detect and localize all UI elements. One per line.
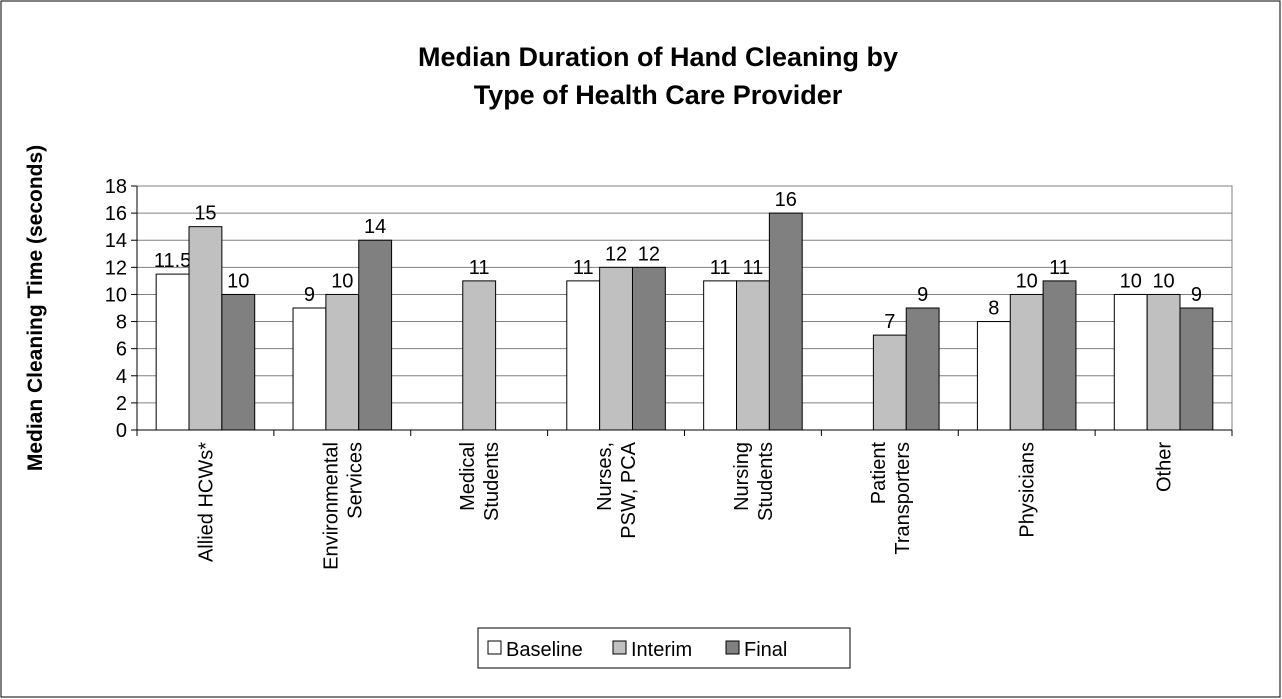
- data-label: 11: [1049, 257, 1070, 279]
- bar: [599, 266, 633, 431]
- legend-swatch: [725, 640, 740, 655]
- bar: [1179, 307, 1214, 431]
- y-axis-label: Median Cleaning Time (seconds): [24, 145, 47, 471]
- y-tick-label: 14: [105, 230, 127, 252]
- data-label: 8: [988, 298, 999, 320]
- data-label: 10: [1120, 270, 1142, 292]
- y-tick-label: 2: [116, 393, 127, 415]
- bar: [703, 280, 738, 431]
- data-label: 9: [304, 284, 315, 306]
- data-label: 10: [331, 270, 353, 292]
- bar: [188, 226, 223, 431]
- x-tick-label: Students: [755, 442, 777, 521]
- x-tick-label: Physicians: [1017, 442, 1039, 538]
- legend-box: [477, 627, 851, 669]
- legend-label: Interim: [631, 639, 692, 661]
- data-label: 10: [1016, 270, 1038, 292]
- bar: [566, 280, 601, 431]
- y-tick-label: 0: [116, 420, 127, 442]
- y-tick-label: 4: [116, 366, 127, 388]
- bar: [221, 293, 256, 431]
- bar: [631, 266, 666, 431]
- x-tick-label: Allied HCWs*: [195, 442, 217, 562]
- legend-label: Final: [744, 639, 787, 661]
- data-label: 11.5: [154, 250, 191, 272]
- data-label: 7: [884, 311, 895, 333]
- y-tick-label: 10: [105, 284, 127, 306]
- chart-title: Type of Health Care Provider: [474, 80, 843, 110]
- x-tick-label: Transporters: [892, 442, 914, 555]
- data-label: 10: [227, 270, 249, 292]
- bar: [1113, 293, 1148, 431]
- x-tick-label: Other: [1154, 442, 1176, 492]
- bar: [976, 321, 1011, 431]
- bar: [292, 307, 327, 431]
- bar: [736, 280, 770, 431]
- x-tick-label: Medical: [457, 442, 479, 511]
- y-tick-label: 12: [105, 257, 127, 279]
- data-label: 11: [743, 257, 764, 279]
- y-tick-label: 18: [105, 176, 127, 198]
- data-label: 9: [1191, 284, 1202, 306]
- x-tick-label: Nurses,: [594, 442, 616, 511]
- y-tick-label: 16: [105, 203, 127, 225]
- data-label: 11: [710, 257, 731, 279]
- bar: [1009, 293, 1044, 431]
- x-tick-label: PSW, PCA: [618, 441, 640, 538]
- x-tick-label: Environmental: [320, 442, 342, 570]
- data-label: 14: [364, 216, 386, 238]
- bar: [872, 334, 907, 431]
- bar: [905, 307, 940, 431]
- legend-swatch: [487, 640, 502, 655]
- data-label: 9: [917, 284, 928, 306]
- data-label: 16: [775, 189, 797, 211]
- x-tick-label: Services: [344, 442, 366, 519]
- x-tick-label: Nursing: [731, 442, 753, 511]
- bar: [325, 293, 360, 431]
- data-label: 11: [469, 257, 490, 279]
- bar: [358, 239, 393, 431]
- data-label: 12: [605, 243, 627, 265]
- bar: [462, 280, 497, 431]
- y-tick-label: 8: [116, 312, 127, 334]
- bar: [155, 273, 190, 431]
- data-label: 12: [638, 243, 660, 265]
- chart-title: Median Duration of Hand Cleaning by: [418, 42, 898, 72]
- bar: [1042, 280, 1077, 431]
- y-tick-label: 6: [116, 339, 127, 361]
- legend-swatch: [612, 640, 627, 655]
- data-label: 10: [1152, 270, 1174, 292]
- x-tick-label: Students: [481, 442, 503, 521]
- data-label: 11: [573, 257, 594, 279]
- legend-label: Baseline: [506, 639, 583, 661]
- x-tick-label: Patient: [868, 442, 890, 505]
- bar: [1146, 293, 1181, 431]
- bar: [768, 212, 803, 431]
- data-label: 15: [194, 203, 216, 225]
